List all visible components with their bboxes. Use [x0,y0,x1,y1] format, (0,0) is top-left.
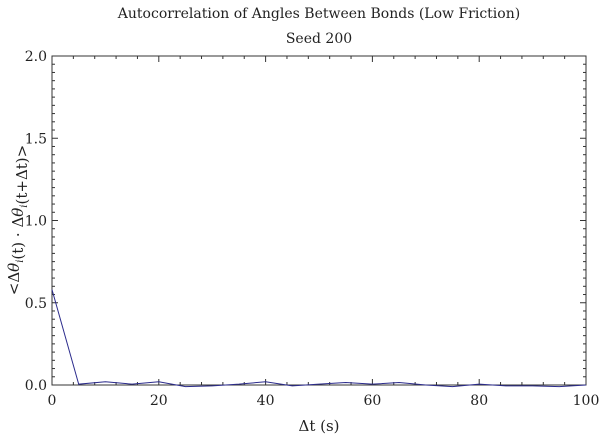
x-tick-label: 0 [48,393,57,409]
x-axis-label: Δt (s) [298,417,339,435]
x-tick-label: 40 [257,393,275,409]
series-line [51,289,587,388]
y-tick-label: 0.0 [25,378,47,394]
y-axis: 0.0 0.5 1.0 1.5 2.0 [25,49,586,394]
y-tick-label: 1.0 [25,214,47,230]
series-layer [51,289,587,388]
x-tick-label: 60 [363,393,381,409]
y-axis-label: <Δθi(t) · Δθi(t+Δt)> [5,145,31,295]
x-tick-label: 100 [573,393,600,409]
x-tick-label: 20 [150,393,168,409]
chart-subtitle: Seed 200 [286,31,352,47]
chart-title: Autocorrelation of Angles Between Bonds … [117,6,520,22]
plot-frame [51,55,587,386]
y-tick-label: 2.0 [25,49,47,65]
y-tick-label: 1.5 [25,131,47,147]
y-tick-label: 0.5 [25,296,47,312]
x-tick-label: 80 [470,393,488,409]
x-axis: 0 20 40 60 80 100 [48,56,600,409]
